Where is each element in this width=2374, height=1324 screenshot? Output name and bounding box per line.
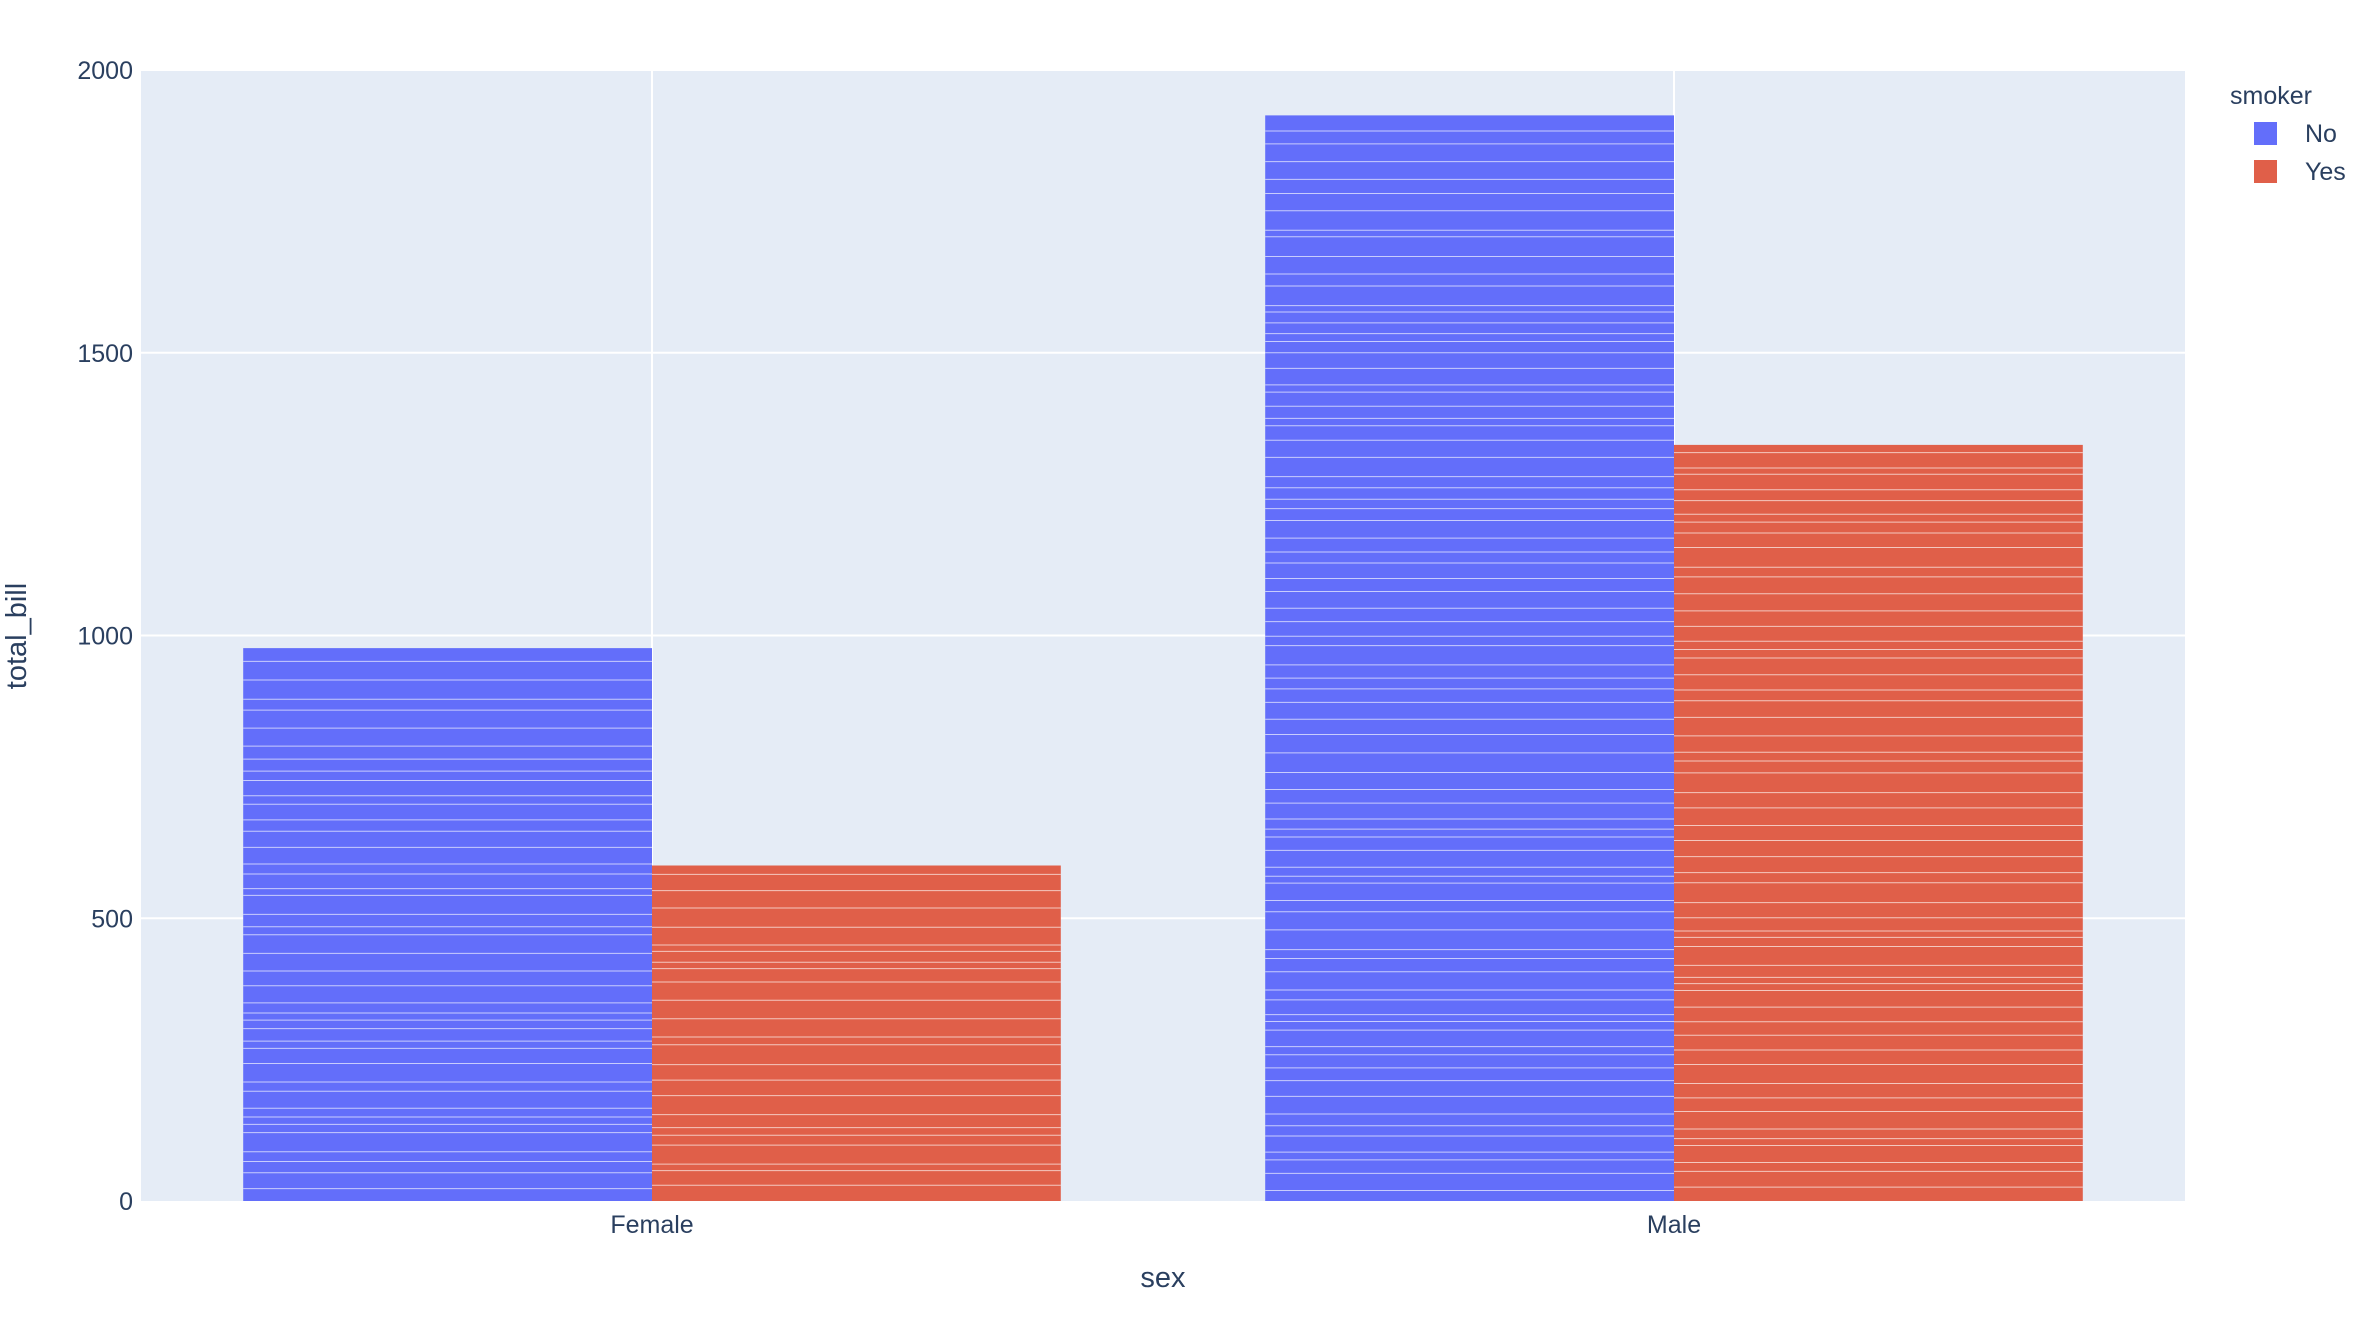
bar-yes-female [652,865,1061,1201]
y-tick-label: 2000 [77,57,133,85]
y-tick-label: 1500 [77,340,133,368]
x-tick-label: Female [610,1211,693,1239]
legend-label-yes: Yes [2305,158,2346,186]
tick-layer: 0 500 1000 1500 2000 Female Male [77,57,1701,1239]
legend-swatch-no [2254,122,2277,145]
y-axis-title: total_bill [1,583,33,689]
bar-layer [243,115,2083,1202]
legend: smoker No Yes [2230,82,2346,186]
legend-label-no: No [2305,120,2337,148]
y-tick-label: 1000 [77,623,133,651]
y-tick-label: 500 [91,905,133,933]
bar-segment-lines [1265,130,1674,1191]
legend-title: smoker [2230,82,2312,110]
bar-segment-lines [243,660,652,1190]
bar-no-male [1265,115,1674,1202]
x-axis-title: sex [1140,1262,1186,1294]
legend-swatch-yes [2254,160,2277,183]
y-tick-label: 0 [119,1188,133,1216]
bar-no-female [243,648,652,1201]
bar-segment-lines [1674,452,2083,1188]
x-tick-label: Male [1647,1211,1701,1239]
bar-segment-lines [652,873,1061,1186]
bar-yes-male [1674,444,2083,1201]
